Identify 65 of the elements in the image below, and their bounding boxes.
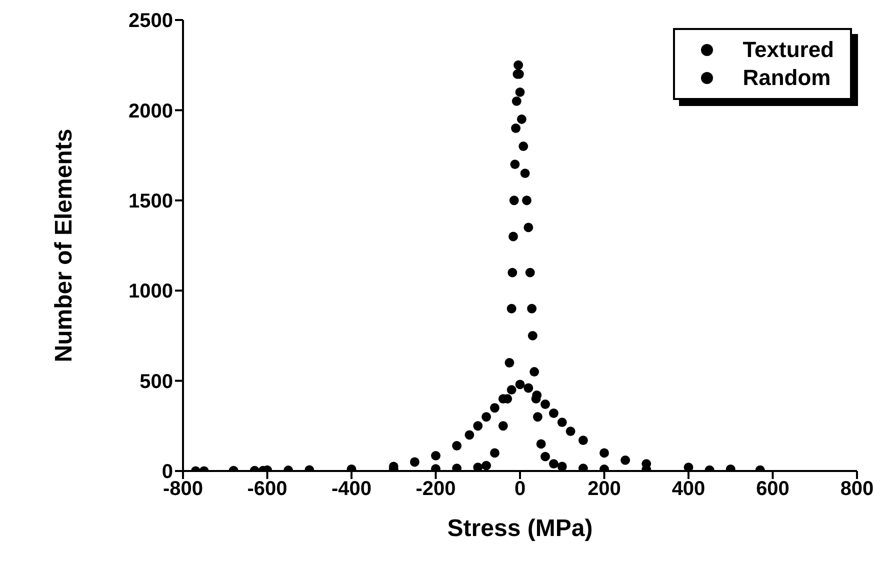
point xyxy=(506,385,516,395)
x-tick-label: 800 xyxy=(840,478,874,500)
point xyxy=(431,450,440,460)
legend-label: Random xyxy=(742,64,831,92)
y-tick-label: 1000 xyxy=(128,280,173,303)
point xyxy=(522,196,532,206)
point xyxy=(620,455,630,465)
point xyxy=(509,196,519,206)
point xyxy=(482,412,492,422)
point xyxy=(578,436,588,446)
y-tick-label: 2500 xyxy=(128,10,173,32)
x-tick-label: -600 xyxy=(247,478,288,500)
point xyxy=(514,60,524,70)
point xyxy=(536,439,546,449)
y-axis-title: Number of Elements xyxy=(50,128,78,362)
point xyxy=(540,452,550,462)
x-tick-label: 400 xyxy=(672,478,706,500)
x-axis-title: Stress (MPa) xyxy=(447,515,593,542)
point xyxy=(473,421,483,431)
point xyxy=(515,87,525,97)
point xyxy=(508,268,518,278)
point xyxy=(600,448,609,458)
point xyxy=(518,142,528,151)
point xyxy=(557,418,567,428)
point xyxy=(548,459,558,468)
point xyxy=(525,268,535,278)
x-tick-label: -400 xyxy=(331,478,372,500)
y-tick-label: 1500 xyxy=(128,190,173,212)
point xyxy=(532,412,542,422)
point xyxy=(490,403,500,413)
point xyxy=(530,367,540,376)
y-tick-label: 2000 xyxy=(128,100,173,122)
point xyxy=(642,459,652,468)
point xyxy=(510,160,520,170)
x-tick-label: -200 xyxy=(416,478,456,500)
point xyxy=(506,304,516,314)
point xyxy=(498,421,508,431)
legend-label: Textured xyxy=(742,36,834,64)
point xyxy=(511,124,521,133)
point xyxy=(452,441,462,450)
point xyxy=(528,330,538,340)
x-tick-label: 200 xyxy=(588,478,621,500)
point xyxy=(548,408,558,418)
point xyxy=(515,380,525,390)
point xyxy=(516,114,526,124)
x-tick-label: 0 xyxy=(514,478,526,500)
point xyxy=(684,462,694,471)
point xyxy=(527,304,537,314)
point xyxy=(410,457,420,467)
point xyxy=(473,462,483,471)
point xyxy=(524,383,534,393)
x-tick-label: -800 xyxy=(162,478,204,500)
point xyxy=(508,232,518,242)
point xyxy=(540,400,550,409)
x-tick-label: 600 xyxy=(756,478,790,500)
point xyxy=(557,462,567,471)
point xyxy=(524,222,534,232)
point xyxy=(512,96,522,106)
y-tick-label: 500 xyxy=(140,370,173,393)
point xyxy=(520,168,530,178)
point xyxy=(566,426,576,436)
point xyxy=(504,358,514,368)
point xyxy=(482,460,492,470)
point xyxy=(490,448,500,458)
point xyxy=(464,430,474,440)
